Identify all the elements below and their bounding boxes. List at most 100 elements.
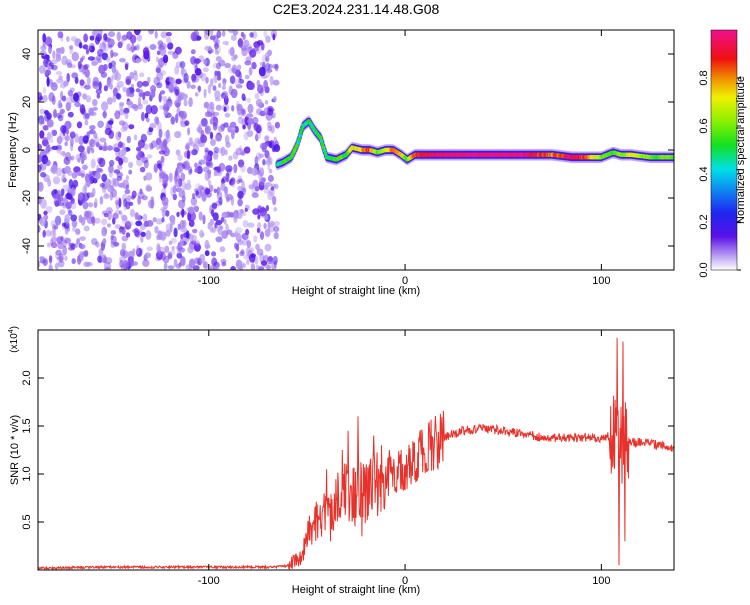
noise-blob xyxy=(264,135,270,142)
noise-blob xyxy=(128,259,134,267)
noise-blob xyxy=(107,77,113,88)
noise-blob xyxy=(123,198,128,208)
noise-blob xyxy=(80,173,85,178)
noise-blob xyxy=(265,35,271,43)
noise-blob xyxy=(209,265,215,270)
noise-blob xyxy=(40,198,47,209)
noise-blob xyxy=(258,66,266,77)
noise-blob xyxy=(51,129,58,136)
noise-blob xyxy=(190,197,198,206)
noise-blob xyxy=(82,44,89,49)
noise-blob xyxy=(265,204,269,212)
noise-blob xyxy=(122,156,129,163)
noise-blob xyxy=(107,210,112,221)
noise-blob xyxy=(269,75,274,86)
noise-blob xyxy=(263,30,268,38)
noise-blob xyxy=(257,214,261,220)
noise-blob xyxy=(223,93,229,99)
noise-blob xyxy=(39,217,46,227)
noise-blob xyxy=(238,78,245,84)
noise-blob xyxy=(114,85,121,92)
noise-blob xyxy=(222,30,226,37)
noise-blob xyxy=(243,131,249,141)
noise-blob xyxy=(133,30,141,36)
noise-blob xyxy=(56,78,64,84)
noise-blob xyxy=(198,142,205,148)
noise-blob xyxy=(233,210,238,219)
noise-blob xyxy=(257,170,263,180)
noise-blob xyxy=(141,195,148,201)
noise-blob xyxy=(53,108,57,119)
noise-blob xyxy=(52,229,57,239)
noise-blob xyxy=(202,214,206,225)
noise-blob xyxy=(139,188,143,195)
noise-blob xyxy=(117,141,123,149)
noise-blob xyxy=(144,91,151,97)
noise-blob xyxy=(241,93,246,101)
noise-blob xyxy=(211,202,218,209)
x-tick-label: 0 xyxy=(402,575,408,587)
x-tick-label: 100 xyxy=(592,275,610,287)
noise-blob xyxy=(47,242,51,248)
noise-blob xyxy=(59,46,65,55)
noise-blob xyxy=(42,33,47,43)
noise-blob xyxy=(152,217,157,223)
noise-blob xyxy=(216,267,220,270)
noise-blob xyxy=(88,45,95,53)
noise-blob xyxy=(159,170,167,179)
noise-blob xyxy=(143,220,150,227)
noise-blob xyxy=(162,147,170,157)
noise-blob xyxy=(116,93,122,100)
noise-blob xyxy=(160,206,167,213)
noise-blob xyxy=(182,220,187,228)
noise-blob xyxy=(128,169,133,175)
noise-blob xyxy=(242,220,249,228)
noise-blob xyxy=(238,261,245,270)
noise-blob xyxy=(242,124,246,130)
noise-blob xyxy=(255,123,263,132)
noise-blob xyxy=(186,80,191,89)
noise-blob xyxy=(160,90,166,95)
noise-blob xyxy=(95,141,100,148)
noise-blob xyxy=(180,67,185,76)
noise-blob xyxy=(62,171,66,181)
colorbar-tick-label: 0.6 xyxy=(698,118,710,133)
noise-blob xyxy=(255,133,259,142)
noise-blob xyxy=(110,49,114,59)
noise-blob xyxy=(112,212,119,220)
noise-blob xyxy=(158,57,165,68)
noise-blob xyxy=(88,129,96,135)
noise-blob xyxy=(96,93,101,99)
noise-blob xyxy=(149,44,157,50)
snr-y-label: SNR (10 * v/v) xyxy=(9,415,21,485)
noise-blob xyxy=(186,149,191,160)
noise-blob xyxy=(244,60,252,66)
noise-blob xyxy=(156,244,161,254)
x-tick-label: 0 xyxy=(402,275,408,287)
noise-blob xyxy=(263,222,267,230)
noise-blob xyxy=(50,190,57,196)
noise-blob xyxy=(57,31,64,39)
noise-blob xyxy=(167,265,175,270)
noise-blob xyxy=(245,234,249,243)
noise-blob xyxy=(163,262,168,270)
noise-blob xyxy=(254,92,260,100)
noise-blob xyxy=(76,121,83,129)
noise-blob xyxy=(235,253,239,259)
noise-blob xyxy=(262,61,266,71)
noise-blob xyxy=(259,61,266,66)
noise-blob xyxy=(97,157,104,165)
noise-blob xyxy=(48,255,53,264)
noise-blob xyxy=(125,232,131,238)
noise-blob xyxy=(214,50,220,56)
noise-blob xyxy=(104,266,111,270)
noise-blob xyxy=(134,212,139,220)
noise-blob xyxy=(72,226,77,232)
noise-blob xyxy=(52,176,61,185)
noise-blob xyxy=(71,51,80,62)
noise-blob xyxy=(99,30,103,37)
noise-blob xyxy=(62,237,70,244)
noise-blob xyxy=(210,139,216,146)
noise-blob xyxy=(55,71,63,76)
noise-blob xyxy=(197,162,202,168)
